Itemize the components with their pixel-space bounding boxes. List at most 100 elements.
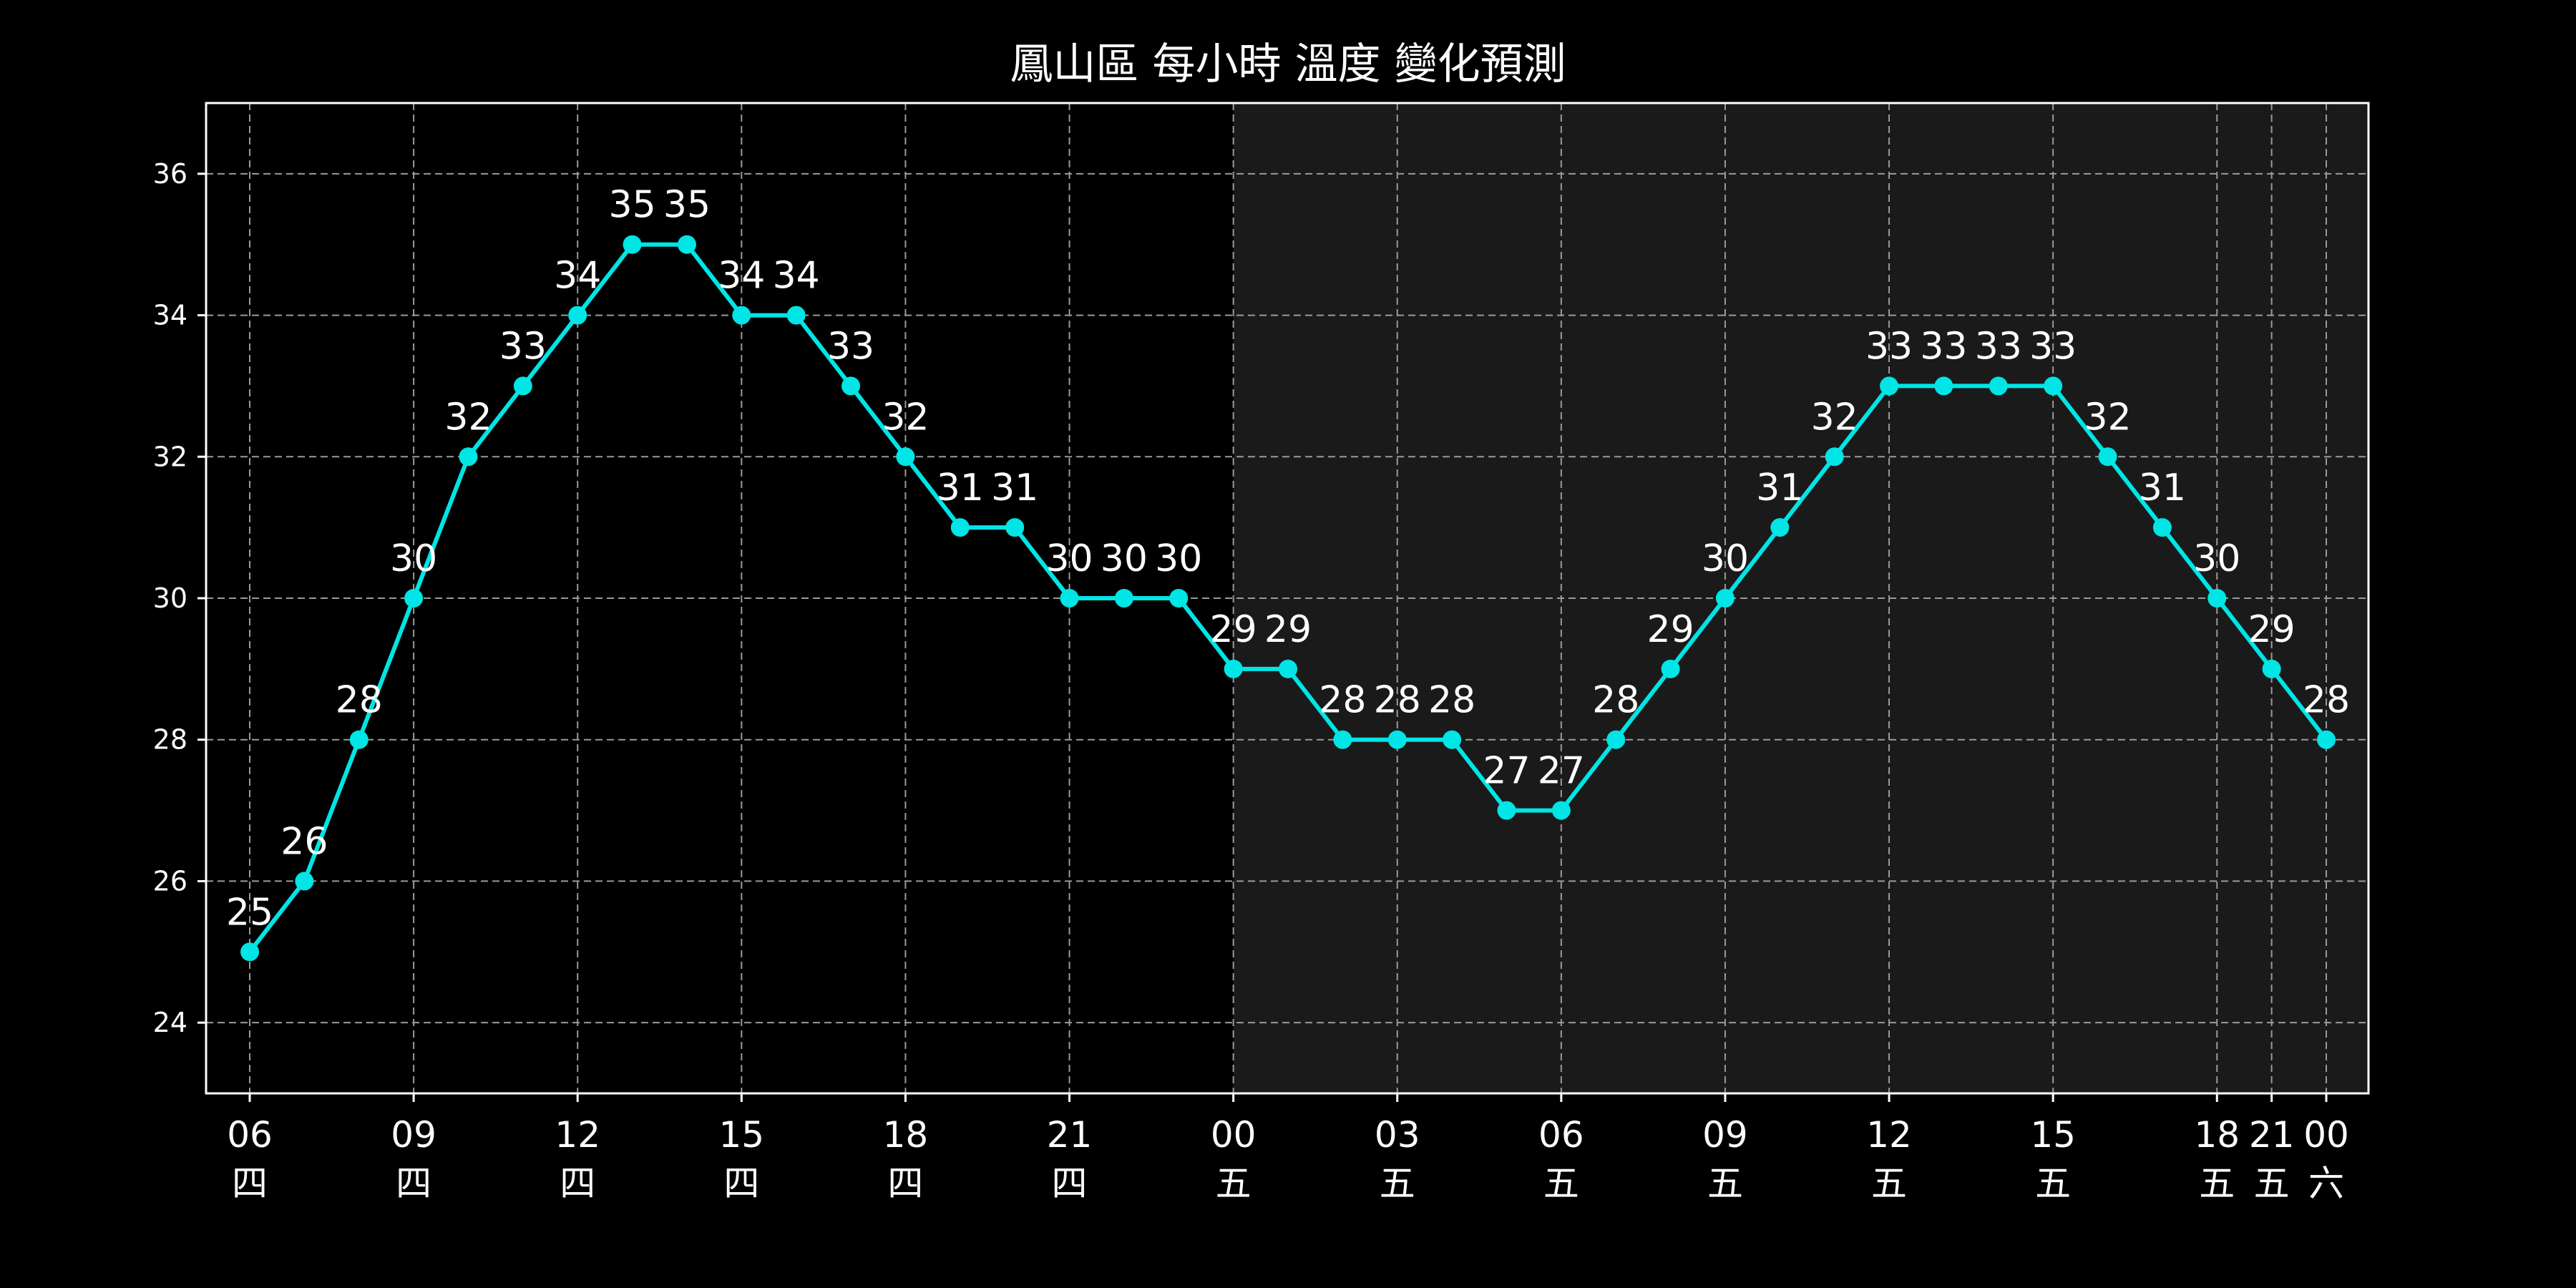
x-tick-label-day: 四 <box>1052 1163 1088 1204</box>
data-point <box>2262 659 2281 678</box>
data-point <box>349 730 369 749</box>
data-label: 30 <box>1045 537 1093 580</box>
data-label: 33 <box>499 325 547 368</box>
data-label: 33 <box>1865 325 1913 368</box>
y-tick-label: 36 <box>153 158 187 190</box>
x-tick-label-hour: 06 <box>1538 1114 1584 1156</box>
data-label: 28 <box>1592 679 1639 722</box>
x-tick-label-hour: 15 <box>719 1114 765 1156</box>
data-label: 35 <box>608 184 655 227</box>
data-point <box>1770 518 1790 537</box>
data-point <box>2317 730 2336 749</box>
data-label: 31 <box>1756 467 1803 509</box>
data-point <box>404 589 424 608</box>
data-label: 33 <box>827 325 874 368</box>
y-tick-label: 34 <box>153 300 187 331</box>
data-label: 26 <box>280 820 328 863</box>
x-tick-label-hour: 21 <box>2249 1114 2295 1156</box>
data-label: 32 <box>444 396 492 439</box>
data-point <box>1060 589 1079 608</box>
data-point <box>240 942 259 962</box>
data-point <box>1497 801 1516 820</box>
data-label: 25 <box>226 891 273 934</box>
data-label: 28 <box>1374 679 1421 722</box>
data-point <box>732 306 751 325</box>
data-point <box>1880 376 1899 396</box>
y-tick-label: 32 <box>153 441 187 472</box>
data-label: 31 <box>937 467 984 509</box>
data-label: 28 <box>1428 679 1475 722</box>
data-label: 29 <box>1264 608 1312 651</box>
data-label: 34 <box>718 255 765 298</box>
chart-title: 鳳山區 每小時 溫度 變化預測 <box>1010 39 1566 89</box>
y-tick-label: 24 <box>153 1007 187 1038</box>
x-tick-label-day: 四 <box>560 1163 595 1204</box>
x-tick-label-day: 五 <box>2199 1163 2235 1204</box>
data-label: 30 <box>1702 537 1749 580</box>
x-tick-label-day: 五 <box>1216 1163 1252 1204</box>
data-label: 33 <box>2029 325 2077 368</box>
x-tick-label-hour: 00 <box>2303 1114 2349 1156</box>
data-point <box>950 518 970 537</box>
data-label: 29 <box>1646 608 1694 651</box>
data-point <box>1387 730 1407 749</box>
x-tick-label-hour: 18 <box>883 1114 929 1156</box>
data-point <box>841 376 861 396</box>
data-label: 30 <box>1155 537 1202 580</box>
y-tick-label: 30 <box>153 582 187 614</box>
data-label: 33 <box>1920 325 1967 368</box>
data-point <box>1443 730 1462 749</box>
data-point <box>1606 730 1626 749</box>
x-tick-label-day: 六 <box>2308 1163 2344 1204</box>
data-point <box>2207 589 2227 608</box>
data-point <box>568 306 587 325</box>
y-tick-label: 28 <box>153 724 187 756</box>
data-point <box>1825 447 1844 467</box>
data-label: 35 <box>663 184 711 227</box>
x-tick-label-hour: 00 <box>1211 1114 1257 1156</box>
x-tick-label-hour: 09 <box>1702 1114 1748 1156</box>
data-label: 30 <box>2193 537 2240 580</box>
data-point <box>896 447 915 467</box>
data-point <box>1279 659 1297 678</box>
x-tick-label-day: 五 <box>1380 1163 1415 1204</box>
data-point <box>1934 376 1953 396</box>
plot-area: 24 26 28 30 32 34 36 06 四 09 四 12 四 15 四 18 四 21 四 00 五 03 五 06… <box>153 102 2370 1204</box>
x-tick-label-hour: 03 <box>1375 1114 1420 1156</box>
data-point <box>295 872 314 891</box>
data-point <box>1224 659 1243 678</box>
data-label: 27 <box>1538 750 1585 793</box>
x-tick-label-day: 四 <box>887 1163 923 1204</box>
y-tick-label: 26 <box>153 865 187 897</box>
data-label: 32 <box>882 396 929 439</box>
data-label: 34 <box>554 255 601 298</box>
data-point <box>2044 376 2063 396</box>
x-tick-label-day: 五 <box>2254 1163 2290 1204</box>
data-point <box>1551 801 1571 820</box>
x-tick-label-day: 五 <box>1871 1163 1907 1204</box>
x-tick-label-hour: 12 <box>1866 1114 1912 1156</box>
x-tick-label-hour: 06 <box>227 1114 273 1156</box>
data-label: 31 <box>991 467 1038 509</box>
data-point <box>513 376 532 396</box>
data-point <box>677 235 696 254</box>
data-label: 27 <box>1483 750 1530 793</box>
x-tick-label-hour: 21 <box>1047 1114 1093 1156</box>
x-tick-label-day: 五 <box>2035 1163 2071 1204</box>
data-point <box>1114 589 1133 608</box>
data-label: 32 <box>1811 396 1858 439</box>
data-point <box>2098 447 2117 467</box>
data-point <box>1989 376 2008 396</box>
data-label: 29 <box>2248 608 2296 651</box>
data-point <box>786 306 806 325</box>
data-label: 33 <box>1975 325 2022 368</box>
x-tick-label-day: 五 <box>1707 1163 1743 1204</box>
data-label: 28 <box>1319 679 1366 722</box>
data-point <box>1005 518 1025 537</box>
data-label: 28 <box>336 679 383 722</box>
x-tick-label-hour: 09 <box>391 1114 436 1156</box>
x-tick-label-day: 四 <box>723 1163 759 1204</box>
data-point <box>623 235 642 254</box>
